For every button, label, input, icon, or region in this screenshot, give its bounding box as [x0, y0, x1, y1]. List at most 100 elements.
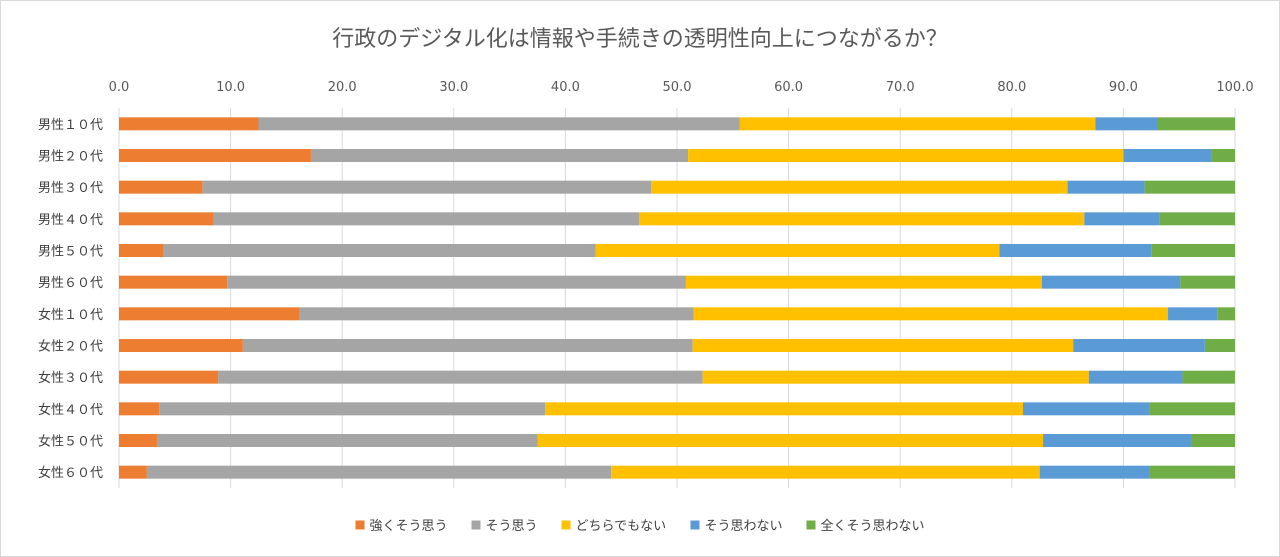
- bar-segment: [1123, 149, 1212, 162]
- legend-label: 強くそう思う: [370, 519, 448, 534]
- bar-segment: [163, 244, 596, 257]
- bar-segment: [119, 244, 164, 257]
- gridlines: [118, 108, 1236, 488]
- bar-segment: [1084, 212, 1160, 226]
- x-tick-label: 10.0: [216, 80, 245, 95]
- bar-segment: [156, 434, 538, 447]
- category-label: 女性６０代: [38, 465, 103, 481]
- y-axis-categories: 男性１０代男性２０代男性３０代男性４０代男性５０代男性６０代女性１０代女性２０代…: [38, 118, 103, 481]
- bar-segment: [1041, 275, 1181, 289]
- bar-segment: [702, 370, 1089, 384]
- x-tick-label: 40.0: [551, 80, 580, 95]
- legend-swatch: [471, 520, 481, 530]
- bar-segment: [1073, 339, 1205, 352]
- category-label: 女性２０代: [38, 339, 103, 355]
- bars: [119, 117, 1235, 479]
- x-tick-label: 60.0: [774, 80, 803, 95]
- bar-segment: [693, 307, 1169, 321]
- bar-segment: [119, 370, 219, 384]
- bar-segment: [1211, 149, 1235, 162]
- bar-segment: [159, 402, 546, 416]
- category-label: 女性４０代: [38, 402, 103, 418]
- bar-segment: [1095, 117, 1158, 131]
- bar-segment: [1204, 339, 1235, 352]
- bar-segment: [1088, 370, 1183, 384]
- x-tick-label: 100.0: [1216, 80, 1253, 95]
- category-label: 男性５０代: [38, 245, 103, 260]
- bar-segment: [639, 212, 1085, 226]
- category-label: 女性５０代: [38, 434, 103, 450]
- bar-segment: [651, 180, 1068, 194]
- x-tick-label: 0.0: [109, 80, 130, 95]
- category-label: 男性１０代: [38, 118, 103, 133]
- bar-segment: [146, 465, 612, 479]
- x-tick-label: 50.0: [663, 80, 692, 95]
- bar-segment: [692, 339, 1074, 352]
- category-label: 女性１０代: [38, 307, 103, 323]
- x-axis-ticks: 0.0 10.0 20.0 30.0 40.0 50.0 60.0 70.0 80.0 90.0 1…: [109, 80, 1254, 95]
- x-tick-label: 30.0: [439, 80, 468, 95]
- legend: 強くそう思う そう思う どちらでもない そう思わない 全くそう思わない: [355, 518, 925, 534]
- legend-swatch: [561, 520, 571, 530]
- bar-segment: [1217, 307, 1235, 321]
- bar-segment: [218, 370, 703, 384]
- x-tick-label: 70.0: [886, 80, 915, 95]
- bar-segment: [202, 180, 652, 194]
- bar-segment: [213, 212, 640, 226]
- bar-segment: [537, 434, 1044, 447]
- bar-segment: [1180, 275, 1235, 289]
- bar-segment: [119, 402, 160, 416]
- bar-segment: [119, 212, 214, 226]
- bar-segment: [119, 275, 228, 289]
- bar-segment: [1157, 117, 1235, 131]
- legend-swatch: [690, 520, 700, 530]
- x-tick-label: 20.0: [328, 80, 357, 95]
- bar-segment: [227, 275, 686, 289]
- bar-segment: [242, 339, 693, 352]
- category-label: 男性６０代: [38, 276, 103, 291]
- bar-segment: [310, 149, 689, 162]
- bar-segment: [1149, 465, 1235, 479]
- bar-segment: [999, 244, 1152, 257]
- bar-segment: [685, 275, 1042, 289]
- bar-segment: [258, 117, 740, 131]
- x-tick-label: 90.0: [1109, 80, 1138, 95]
- category-label: 男性４０代: [38, 213, 103, 228]
- bar-segment: [1039, 465, 1150, 479]
- bar-segment: [119, 465, 147, 479]
- bar-segment: [688, 149, 1124, 162]
- chart-title: 行政のデジタル化は情報や手続きの透明性向上につながるか？: [332, 27, 948, 52]
- category-label: 男性２０代: [38, 150, 103, 165]
- legend-label: 全くそう思わない: [821, 518, 925, 534]
- bar-segment: [119, 117, 259, 131]
- bar-segment: [119, 180, 203, 194]
- bar-segment: [545, 402, 1023, 416]
- legend-label: どちらでもない: [576, 519, 667, 534]
- bar-segment: [739, 117, 1096, 131]
- bar-segment: [1168, 307, 1218, 321]
- bar-segment: [1144, 180, 1235, 194]
- bar-segment: [595, 244, 1000, 257]
- bar-segment: [119, 307, 300, 321]
- bar-segment: [1182, 370, 1235, 384]
- bar-segment: [119, 339, 243, 352]
- bar-segment: [1151, 244, 1235, 257]
- bar-segment: [1043, 434, 1192, 447]
- bar-segment: [1022, 402, 1150, 416]
- bar-segment: [119, 434, 157, 447]
- x-tick-label: 80.0: [997, 80, 1026, 95]
- bar-segment: [1067, 180, 1145, 194]
- legend-swatch: [806, 520, 816, 530]
- category-label: 女性３０代: [38, 370, 103, 386]
- bar-segment: [1149, 402, 1235, 416]
- legend-swatch: [355, 520, 365, 530]
- bar-segment: [119, 149, 311, 162]
- bar-segment: [1191, 434, 1235, 447]
- legend-label: そう思わない: [705, 519, 783, 534]
- legend-label: そう思う: [486, 519, 538, 534]
- bar-segment: [1159, 212, 1235, 226]
- bar-segment: [299, 307, 694, 321]
- bar-segment: [611, 465, 1040, 479]
- category-label: 男性３０代: [38, 181, 103, 196]
